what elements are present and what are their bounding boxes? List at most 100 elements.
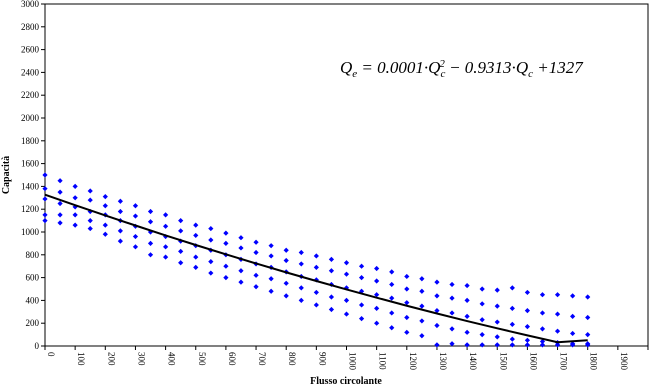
data-point <box>389 281 395 288</box>
y-tick-label: 1400 <box>21 181 40 191</box>
data-point <box>570 330 576 337</box>
data-point <box>524 308 530 314</box>
x-tick-label: 100 <box>76 352 86 366</box>
y-tick-label: 0 <box>35 341 40 351</box>
data-point <box>72 183 78 189</box>
data-point <box>404 329 410 335</box>
data-point <box>238 268 244 274</box>
data-point <box>42 196 48 202</box>
data-point <box>102 194 108 200</box>
data-point <box>223 275 229 281</box>
data-point <box>464 282 470 289</box>
data-point <box>163 212 169 218</box>
data-point <box>313 302 319 308</box>
data-point <box>238 245 244 251</box>
data-point <box>358 275 365 281</box>
data-point <box>434 342 440 348</box>
equation: Qe = 0.0001·Qc2 − 0.9313·Qc +1327 <box>340 58 584 80</box>
equation-part: Q <box>340 58 352 77</box>
data-point <box>117 198 123 204</box>
data-point <box>434 322 440 329</box>
data-point <box>494 287 500 293</box>
y-tick-label: 2200 <box>21 90 40 100</box>
data-point <box>419 303 425 309</box>
data-point <box>223 230 229 236</box>
x-tick-label: 0 <box>46 352 56 357</box>
data-point <box>268 253 274 259</box>
x-axis-title: Flusso circolante <box>310 376 382 387</box>
data-point <box>163 244 169 250</box>
data-point <box>539 292 546 298</box>
data-point <box>87 188 93 194</box>
data-point <box>253 284 259 290</box>
x-tick-label: 400 <box>167 352 177 366</box>
data-point <box>389 269 395 275</box>
data-point <box>585 332 591 338</box>
data-point <box>117 238 123 244</box>
data-point <box>464 313 470 319</box>
data-point <box>178 248 184 254</box>
data-point <box>570 313 576 319</box>
data-point <box>449 326 455 332</box>
data-point <box>298 297 304 303</box>
data-point <box>494 342 500 348</box>
data-point <box>343 260 350 266</box>
equation-part: c <box>528 68 533 80</box>
data-point <box>147 252 154 258</box>
data-point <box>509 305 515 311</box>
data-point <box>268 276 274 282</box>
y-tick-label: 600 <box>26 273 40 283</box>
data-point <box>132 244 139 250</box>
data-point <box>328 294 335 300</box>
data-point <box>328 306 335 313</box>
y-tick-label: 3000 <box>21 0 40 9</box>
data-point <box>524 337 530 343</box>
data-point <box>389 325 395 331</box>
data-point <box>509 285 515 291</box>
data-point <box>539 342 546 348</box>
data-point <box>509 321 515 327</box>
data-point <box>585 314 591 321</box>
y-tick-label: 2000 <box>21 113 40 123</box>
equation-part: e <box>352 68 357 80</box>
data-point <box>147 240 154 246</box>
data-point <box>42 172 48 178</box>
y-tick-label: 2400 <box>21 67 40 77</box>
data-point <box>42 212 48 218</box>
data-point <box>313 264 319 270</box>
data-point <box>539 326 546 332</box>
y-tick-label: 800 <box>26 250 40 260</box>
x-tick-label: 500 <box>197 352 207 366</box>
data-point <box>57 178 63 184</box>
data-point <box>374 305 380 311</box>
data-point <box>268 243 274 249</box>
x-tick-label: 1700 <box>559 352 569 371</box>
data-point <box>178 218 184 224</box>
data-point <box>449 295 455 301</box>
data-point <box>42 186 48 192</box>
data-point <box>374 292 380 298</box>
data-point <box>358 263 365 269</box>
data-point <box>494 319 500 325</box>
data-point <box>494 334 500 340</box>
data-point <box>419 333 425 339</box>
data-point <box>87 197 93 203</box>
data-point <box>328 256 335 262</box>
data-point <box>404 273 410 280</box>
data-point <box>585 294 591 300</box>
data-point <box>223 240 229 246</box>
data-point <box>479 301 485 307</box>
x-tick-label: 200 <box>106 352 116 366</box>
data-point <box>434 279 440 285</box>
data-point <box>464 329 470 335</box>
data-point <box>87 218 93 224</box>
data-point <box>479 332 485 338</box>
data-point <box>419 276 425 282</box>
data-point <box>208 270 214 276</box>
equation-part: − 0.9313· <box>445 58 516 77</box>
data-point <box>117 228 123 234</box>
data-point <box>132 213 139 219</box>
data-point <box>313 289 319 296</box>
x-tick-label: 1900 <box>619 352 629 371</box>
data-point <box>524 289 530 296</box>
